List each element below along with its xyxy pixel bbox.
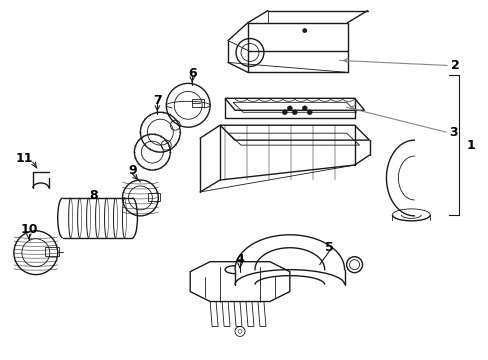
Text: 7: 7: [153, 94, 162, 107]
Circle shape: [292, 110, 297, 115]
Text: 2: 2: [450, 59, 459, 72]
Text: 10: 10: [21, 223, 38, 236]
Text: 6: 6: [187, 67, 196, 80]
Circle shape: [306, 110, 312, 115]
Circle shape: [302, 28, 306, 32]
Circle shape: [302, 106, 306, 111]
Bar: [45, 247, 59, 256]
Text: 4: 4: [235, 253, 244, 266]
Text: 11: 11: [16, 152, 33, 165]
Text: 8: 8: [89, 189, 98, 202]
Bar: [192, 99, 203, 107]
Text: 9: 9: [128, 163, 137, 176]
Text: 1: 1: [465, 139, 474, 152]
Bar: [148, 193, 160, 201]
Text: 3: 3: [448, 126, 457, 139]
Circle shape: [287, 106, 292, 111]
Circle shape: [282, 110, 287, 115]
Text: 5: 5: [325, 241, 333, 254]
